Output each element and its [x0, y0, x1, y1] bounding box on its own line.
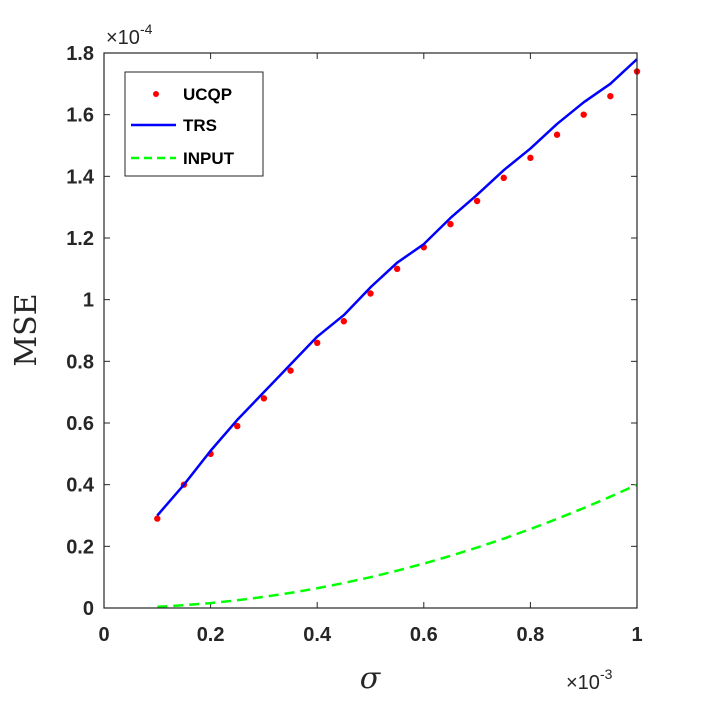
data-point-ucqp	[473, 197, 481, 205]
series-line-input	[157, 483, 638, 609]
y-tick-label: 1.6	[66, 105, 94, 127]
data-point-ucqp	[447, 220, 454, 228]
data-point-ucqp	[340, 318, 348, 325]
series-ucqp	[154, 68, 641, 522]
x-tick-label: 0.6	[410, 624, 438, 646]
legend-label-input: INPUT	[183, 149, 235, 168]
x-multiplier-base: ×10	[566, 672, 600, 694]
legend: UCQP TRS INPUT	[124, 71, 264, 177]
data-point-ucqp	[527, 154, 534, 162]
x-tick-label: 0.4	[303, 624, 332, 646]
y-tick-labels: 0 0.2 0.4 0.6 0.8 1 1.2 1.4 1.6 1.8	[66, 43, 95, 620]
data-point-ucqp	[607, 92, 614, 100]
data-point-ucqp	[393, 265, 401, 273]
data-point-ucqp	[580, 111, 587, 118]
y-tick-label: 0.2	[66, 536, 94, 558]
x-tick-label: 0.2	[197, 624, 225, 646]
data-point-ucqp	[154, 515, 161, 522]
x-multiplier: ×10-3	[566, 666, 613, 694]
y-tick-label: 0.8	[66, 351, 94, 373]
x-multiplier-exponent: -3	[600, 666, 613, 682]
y-tick-label: 1.8	[66, 43, 94, 65]
series-line-trs	[156, 58, 638, 517]
data-point-ucqp	[314, 339, 321, 347]
x-axis-title: σ	[360, 661, 382, 696]
y-tick-label: 1.4	[66, 166, 95, 188]
data-point-ucqp	[234, 422, 241, 430]
data-point-ucqp	[500, 174, 507, 182]
series-layer	[154, 58, 641, 609]
legend-marker-ucqp	[153, 91, 159, 97]
y-tick-label: 1	[83, 290, 94, 312]
y-multiplier: ×10-4	[106, 21, 153, 49]
x-tick-label: 0.8	[516, 624, 544, 646]
y-tick-label: 1.2	[66, 228, 94, 250]
data-point-ucqp	[287, 367, 294, 374]
data-point-ucqp	[367, 290, 374, 297]
y-multiplier-base: ×10	[106, 27, 140, 49]
x-tick-labels: 0 0.2 0.4 0.6 0.8 1	[98, 624, 642, 646]
legend-label-trs: TRS	[183, 116, 217, 135]
axes-box	[103, 52, 638, 609]
y-tick-label: 0.6	[66, 413, 94, 435]
legend-label-ucqp: UCQP	[183, 85, 232, 104]
data-point-ucqp	[260, 395, 268, 402]
y-tick-label: 0	[83, 598, 94, 620]
y-tick-label: 0.4	[66, 475, 95, 497]
x-tick-label: 1	[631, 624, 642, 646]
y-axis-title: MSE	[9, 293, 44, 366]
data-point-ucqp	[553, 131, 561, 138]
x-tick-label: 0	[98, 624, 109, 646]
y-multiplier-exponent: -4	[140, 21, 153, 37]
